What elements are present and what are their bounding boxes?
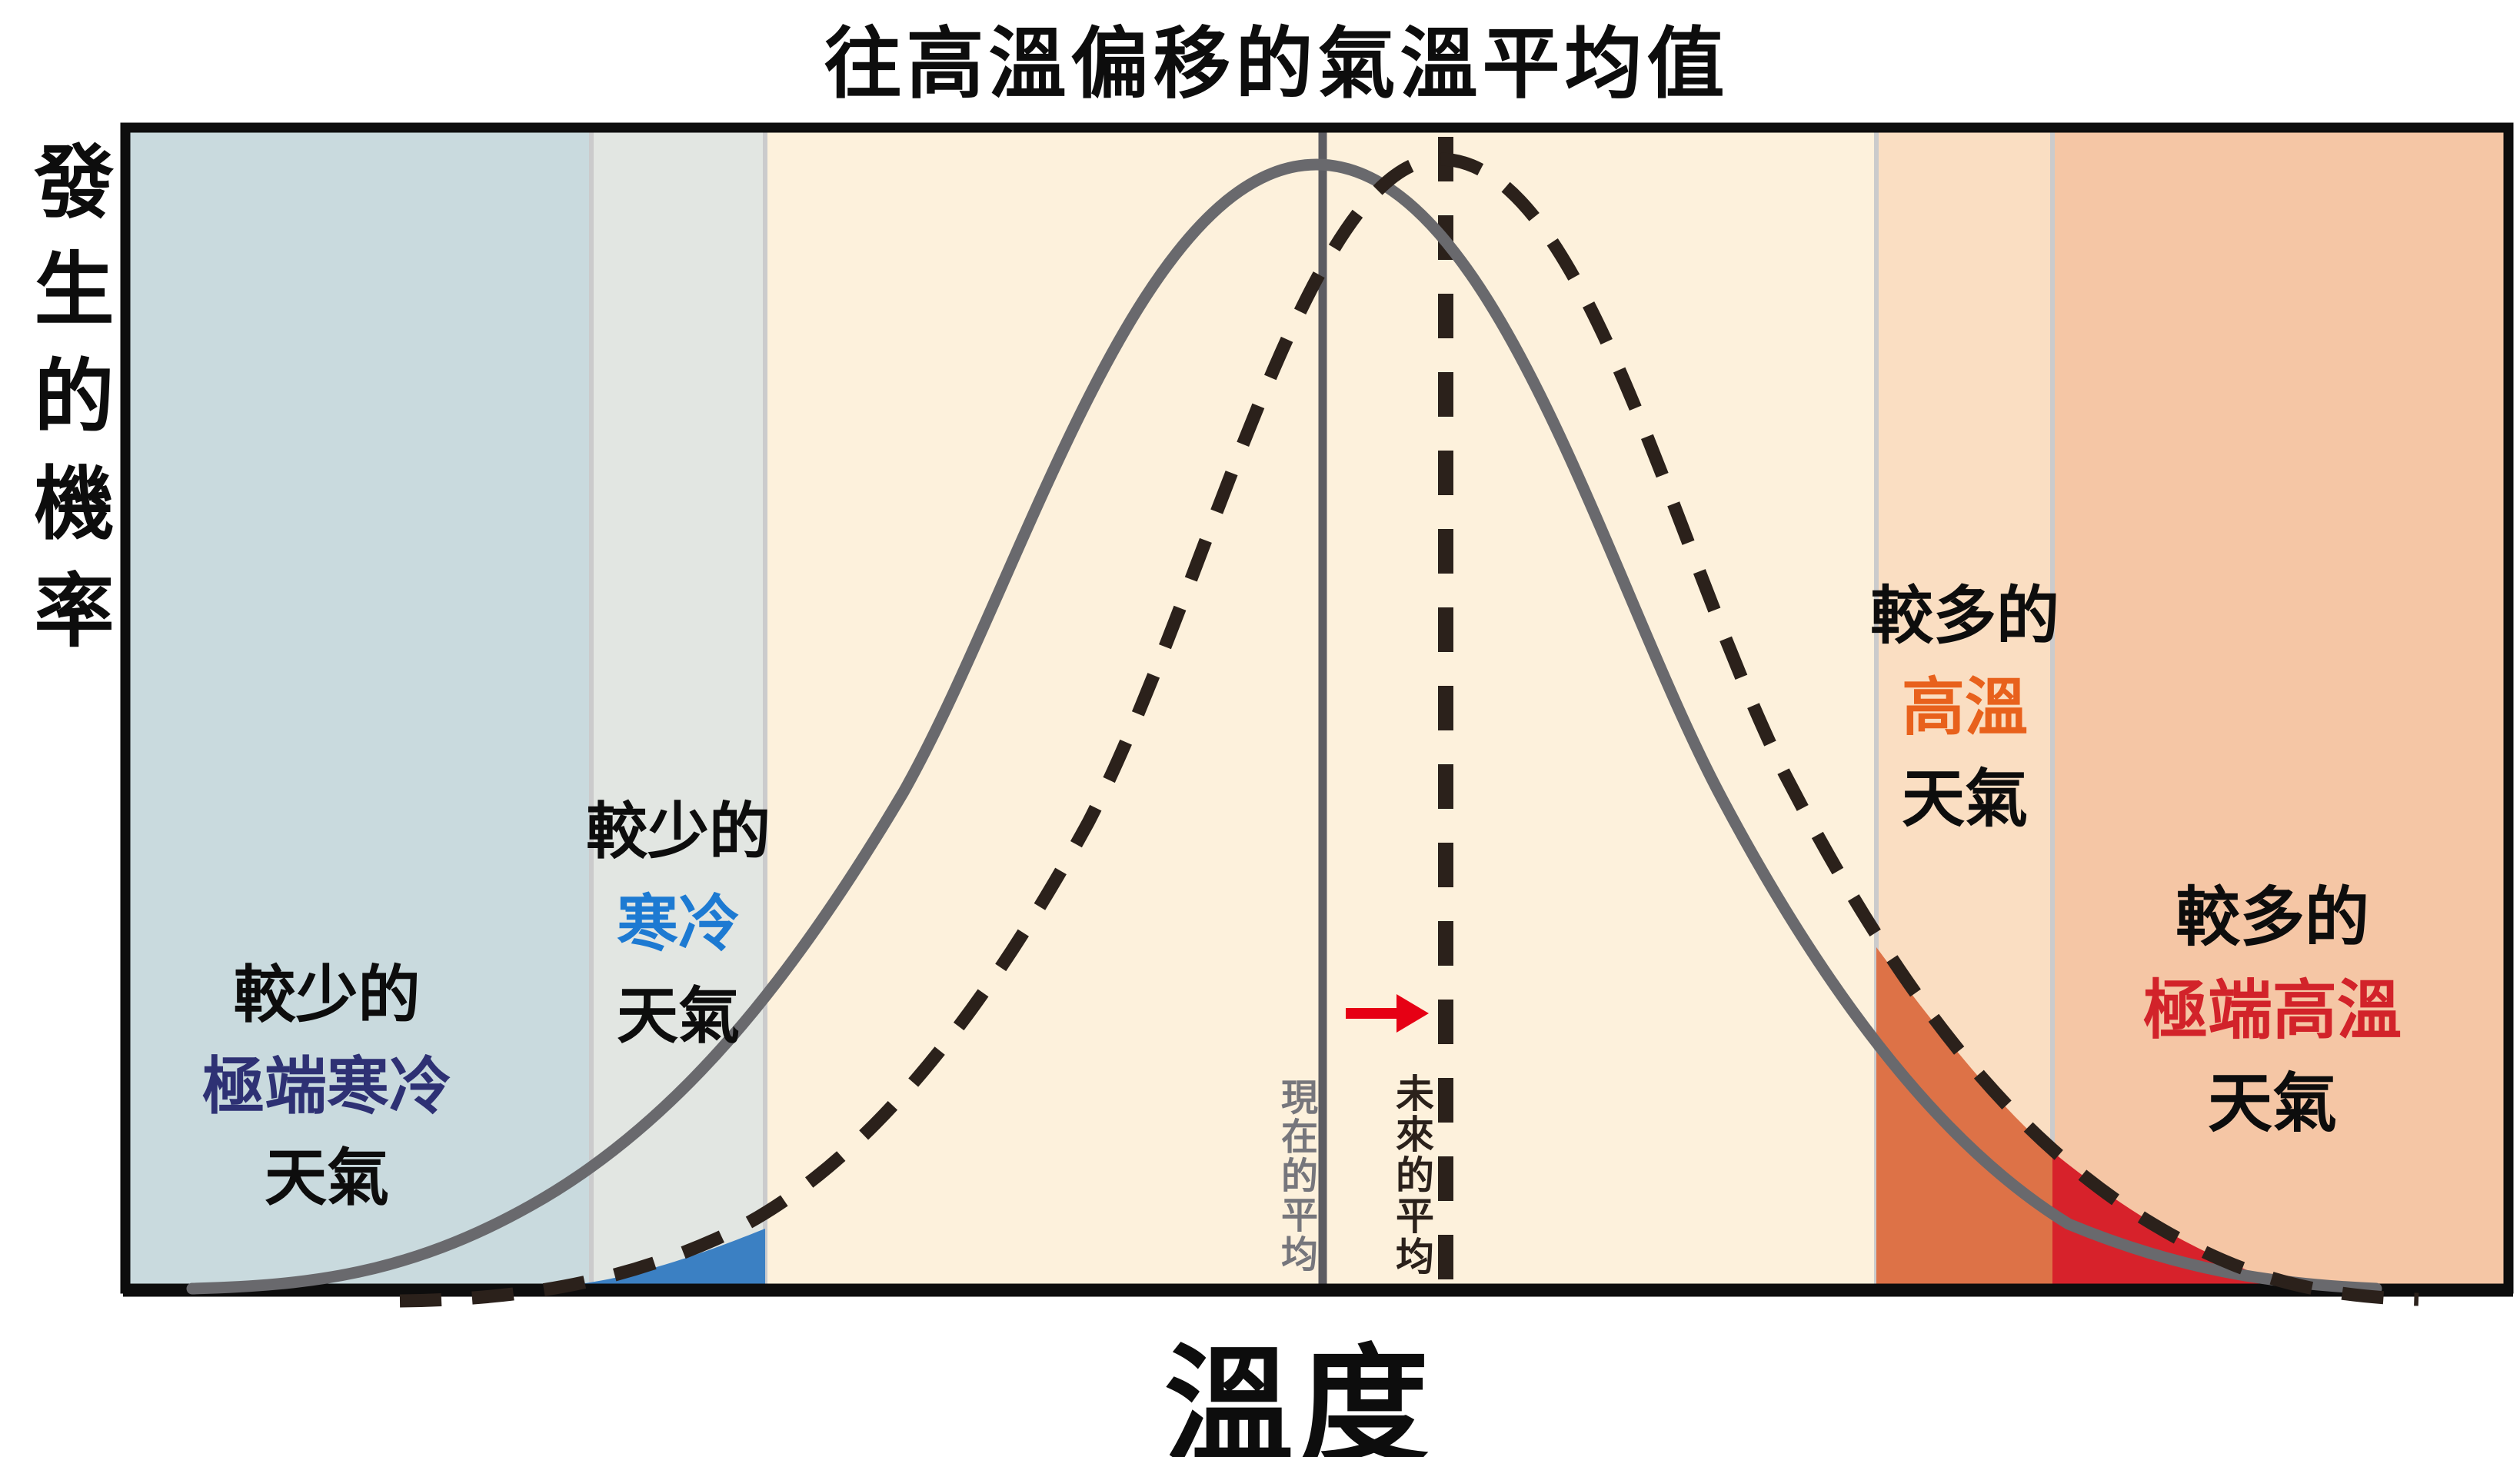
label-line: 天氣 <box>1901 763 2028 836</box>
x-axis-label: 溫度 <box>1164 1332 1435 1457</box>
label-line-cold: 寒冷 <box>617 888 740 960</box>
label-current-mean: 現在的平均 <box>1274 1078 1317 1274</box>
label-line: 較多的 <box>2175 880 2369 955</box>
label-line: 較少的 <box>233 960 421 1032</box>
label-line-extreme-cold: 極端寒冷 <box>201 1051 451 1123</box>
label-line: 天氣 <box>264 1143 389 1215</box>
area-more-hot-orange <box>1876 947 2052 1289</box>
label-line: 天氣 <box>2207 1066 2337 1141</box>
label-line: 較少的 <box>586 796 771 867</box>
label-less-cold-weather: 較少的 寒冷 天氣 <box>509 786 847 1063</box>
zone-extreme-hot <box>2052 131 2506 1289</box>
chart-title: 往高溫偏移的氣溫平均值 <box>824 18 1729 109</box>
zone-cold <box>591 131 765 1289</box>
label-line-extreme-hot: 極端高溫 <box>2142 973 2402 1048</box>
current-distribution-curve <box>186 158 2382 1295</box>
label-future-mean: 未來的平均 <box>1390 1073 1434 1277</box>
label-line: 較多的 <box>1869 580 2059 653</box>
label-line-hot: 高溫 <box>1901 671 2028 744</box>
y-axis-label: 發生的機率 <box>20 140 115 676</box>
label-less-extreme-cold-weather: 較少的 極端寒冷 天氣 <box>142 950 511 1225</box>
label-more-extreme-hot-weather: 較多的 極端高溫 天氣 <box>2076 871 2468 1150</box>
future-distribution-curve <box>399 152 2419 1308</box>
zone-extreme-cold <box>128 131 591 1289</box>
mean-shift-arrow-icon <box>1346 994 1429 1033</box>
area-less-cold-blue <box>531 1229 765 1289</box>
area-more-extreme-hot-red <box>2052 1152 2295 1289</box>
label-more-hot-weather: 較多的 高溫 天氣 <box>1796 570 2134 845</box>
label-line: 天氣 <box>617 980 740 1052</box>
